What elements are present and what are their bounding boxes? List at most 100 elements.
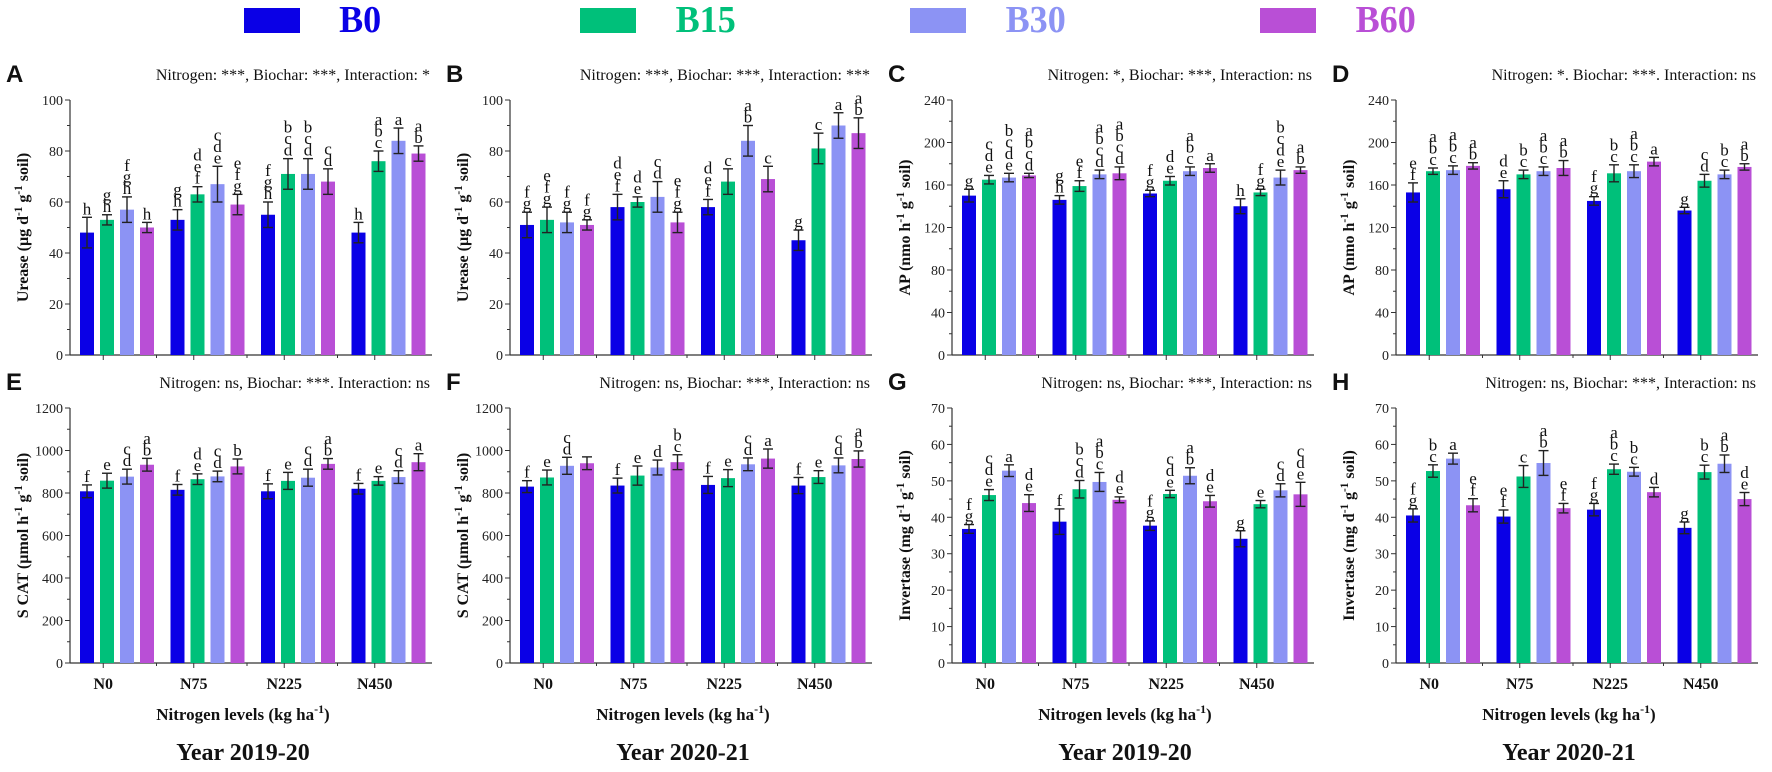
significance-letter: f (705, 181, 711, 200)
bar-b0 (791, 485, 806, 663)
y-tick-label: 240 (924, 94, 945, 109)
y-tick-label: 800 (482, 487, 503, 502)
significance-letter: d (613, 153, 622, 172)
bar-b15 (630, 475, 645, 663)
bar-b60 (1647, 492, 1661, 663)
bar-b0 (962, 528, 976, 663)
significance-letter: c (1701, 145, 1709, 164)
significance-letter: e (234, 153, 242, 172)
significance-letter: f (265, 466, 271, 485)
significance-letter: g (673, 194, 682, 213)
y-tick-label: 10 (931, 621, 945, 636)
y-tick-label: 80 (49, 145, 63, 160)
bar-b15 (721, 181, 735, 355)
bar-b60 (851, 459, 866, 663)
significance-letter: g (563, 194, 572, 213)
bar-b60 (851, 133, 866, 355)
legend-label-b15: B15 (675, 0, 736, 41)
significance-letter: c (674, 437, 682, 456)
significance-letter: d (985, 460, 994, 479)
significance-letter: b (1539, 433, 1548, 452)
y-tick-label: 600 (42, 530, 63, 545)
significance-letter: a (1741, 134, 1749, 153)
significance-letter: f (705, 458, 711, 477)
y-tick-label: 600 (482, 530, 503, 545)
significance-letter: d (1095, 152, 1104, 171)
significance-letter: g (1680, 504, 1689, 523)
bar-b60 (1203, 168, 1217, 355)
panel-f: F Nitrogen: ns, Biochar: ***, Interaction… (446, 369, 872, 724)
y-tick-label: 1200 (475, 402, 503, 417)
significance-letter: a (1116, 114, 1124, 133)
significance-letter: g (264, 173, 273, 192)
significance-letter: c (1429, 447, 1437, 466)
significance-letter: e (614, 165, 622, 184)
bar-b15 (1253, 192, 1268, 355)
bar-b30 (650, 196, 665, 355)
bar-b15 (371, 161, 386, 355)
significance-letter: h (264, 184, 273, 203)
year-caption: Year 2020-21 (616, 740, 750, 766)
bar-b0 (1052, 521, 1067, 663)
y-tick-label: 60 (489, 196, 503, 211)
bar-b30 (1446, 458, 1460, 663)
significance-letter: d (1206, 466, 1215, 485)
y-tick-label: 160 (924, 179, 945, 194)
x-tick-label: N225 (1148, 676, 1184, 693)
significance-letter: e (1500, 481, 1508, 500)
significance-letter: f (1561, 485, 1567, 504)
significance-letter: e (1257, 483, 1265, 502)
y-tick-label: 0 (1382, 657, 1389, 672)
significance-letter: d (304, 141, 313, 160)
panel-g: G Nitrogen: ns, Biochar: ***, Interaction… (888, 369, 1314, 724)
significance-letter: d (1740, 463, 1749, 482)
bar-b60 (411, 462, 426, 663)
bar-b60 (1556, 508, 1571, 663)
significance-letter: c (1096, 141, 1104, 160)
significance-letter: b (1740, 146, 1749, 165)
significance-letter: a (1610, 423, 1618, 442)
legend-swatch-b15 (580, 7, 636, 33)
legend-label-b0: B0 (339, 0, 382, 41)
significance-letter: f (1147, 491, 1153, 510)
significance-letter: d (744, 440, 753, 459)
bar-b0 (791, 240, 806, 355)
significance-letter: b (1519, 141, 1528, 160)
significance-letter: e (375, 459, 383, 478)
significance-letter: g (1680, 189, 1689, 208)
significance-letter: d (704, 158, 713, 177)
bar-b30 (210, 476, 225, 663)
significance-letter: d (633, 167, 642, 186)
panel-letter: G (888, 369, 907, 396)
panel-e: E Nitrogen: ns, Biochar: ***. Interaction… (6, 369, 432, 724)
significance-letter: c (1520, 448, 1528, 467)
significance-letter: f (265, 161, 271, 180)
significance-letter: c (375, 133, 383, 152)
x-tick-label: N75 (620, 676, 648, 693)
significance-letter: a (375, 110, 383, 129)
y-tick-label: 100 (482, 94, 503, 109)
significance-letter: g (1256, 171, 1265, 190)
significance-letter: e (1025, 477, 1033, 496)
significance-letter: e (1206, 477, 1214, 496)
bar-b15 (1163, 180, 1177, 355)
bar-b60 (1112, 499, 1127, 663)
significance-letter: d (1276, 466, 1285, 485)
bar-b0 (1143, 193, 1157, 355)
significance-letter: a (1630, 124, 1638, 143)
significance-letter: b (854, 100, 863, 119)
significance-letter: f (1501, 492, 1507, 511)
significance-letter: f (796, 459, 802, 478)
y-tick-label: 400 (42, 572, 63, 587)
significance-letter: e (704, 170, 712, 189)
legend-item-b60: B60 (1260, 1, 1417, 39)
x-tick-label: N0 (1419, 676, 1439, 693)
significance-letter: c (744, 428, 752, 447)
y-axis-label: Invertase (mg d-1 g-1 soil) (895, 450, 914, 621)
significance-letter: b (1539, 137, 1548, 156)
bar-b15 (982, 495, 996, 663)
bar-b60 (1737, 499, 1752, 663)
y-tick-label: 70 (1375, 402, 1389, 417)
significance-letter: c (1005, 132, 1013, 151)
bar-b30 (1627, 471, 1641, 663)
